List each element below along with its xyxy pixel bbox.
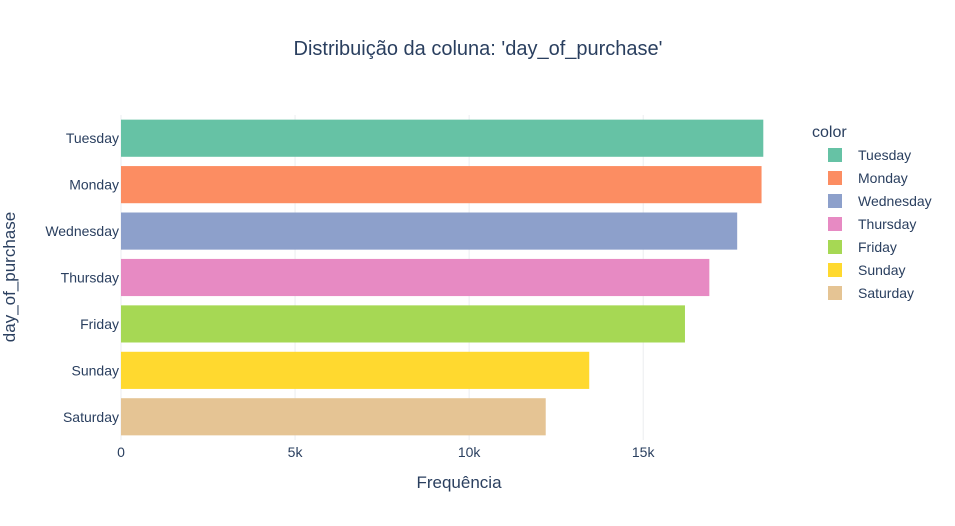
legend-swatch-friday: [828, 240, 842, 254]
legend-swatch-monday: [828, 171, 842, 185]
x-tick-0: 0: [117, 444, 125, 460]
y-tick-tuesday: Tuesday: [66, 130, 119, 146]
legend-swatch-sunday: [828, 263, 842, 277]
x-tick-1: 5k: [288, 444, 304, 460]
legend-item-friday[interactable]: Friday: [828, 239, 897, 255]
legend-item-wednesday[interactable]: Wednesday: [828, 193, 932, 209]
y-tick-thursday: Thursday: [61, 270, 119, 286]
bar-friday[interactable]: [121, 305, 685, 343]
legend-label-sunday: Sunday: [858, 262, 905, 278]
legend-item-saturday[interactable]: Saturday: [828, 285, 914, 301]
y-tick-friday: Friday: [80, 316, 119, 332]
legend-swatch-saturday: [828, 286, 842, 300]
legend-items: Tuesday Monday Wednesday Thursday Friday Sund…: [828, 147, 932, 301]
y-axis-title: day_of_purchase: [0, 212, 19, 342]
bar-tuesday[interactable]: [121, 119, 764, 157]
x-tick-labels: 0 5k 10k 15k: [117, 444, 655, 460]
legend-item-sunday[interactable]: Sunday: [828, 262, 905, 278]
legend-item-thursday[interactable]: Thursday: [828, 216, 916, 232]
legend-title: color: [812, 124, 847, 141]
y-tick-labels: Tuesday Monday Wednesday Thursday Friday Sund…: [45, 130, 119, 425]
bars: [121, 119, 764, 436]
y-tick-monday: Monday: [69, 177, 119, 193]
legend-label-friday: Friday: [858, 239, 897, 255]
bar-saturday[interactable]: [121, 398, 546, 436]
legend-swatch-tuesday: [828, 148, 842, 162]
bar-monday[interactable]: [121, 166, 762, 204]
bar-thursday[interactable]: [121, 258, 710, 297]
y-tick-saturday: Saturday: [63, 409, 119, 425]
chart-title: Distribuição da coluna: 'day_of_purchase…: [294, 38, 663, 60]
legend: color Tuesday Monday Wednesday Thursday Frid…: [812, 124, 932, 301]
legend-swatch-wednesday: [828, 194, 842, 208]
bar-wednesday[interactable]: [121, 212, 738, 250]
x-axis-title: Frequência: [416, 473, 502, 492]
legend-label-wednesday: Wednesday: [858, 193, 932, 209]
legend-label-thursday: Thursday: [858, 216, 916, 232]
legend-label-saturday: Saturday: [858, 285, 914, 301]
legend-label-monday: Monday: [858, 170, 908, 186]
bar-sunday[interactable]: [121, 351, 590, 389]
legend-item-tuesday[interactable]: Tuesday: [828, 147, 911, 163]
y-tick-sunday: Sunday: [72, 362, 119, 378]
legend-swatch-thursday: [828, 217, 842, 231]
legend-item-monday[interactable]: Monday: [828, 170, 908, 186]
x-tick-3: 15k: [632, 444, 656, 460]
legend-label-tuesday: Tuesday: [858, 147, 911, 163]
x-tick-2: 10k: [458, 444, 482, 460]
y-tick-wednesday: Wednesday: [45, 223, 119, 239]
